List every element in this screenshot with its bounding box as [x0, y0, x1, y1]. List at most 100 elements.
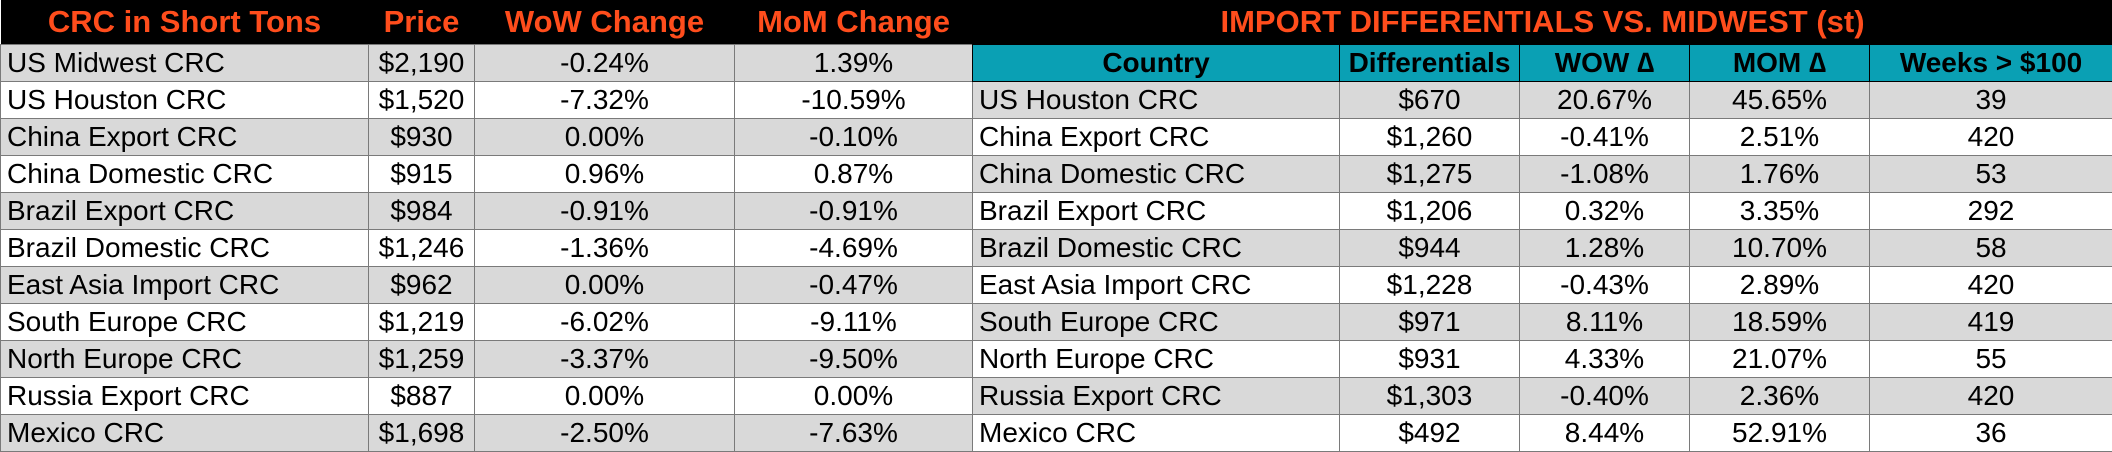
- import-differentials-title-row: IMPORT DIFFERENTIALS VS. MIDWEST (st): [973, 0, 2112, 45]
- cell-value: 1.76%: [1690, 156, 1870, 193]
- cell-value: -7.32%: [475, 82, 735, 119]
- cell-value: $1,520: [369, 82, 475, 119]
- cell-value: 0.00%: [475, 267, 735, 304]
- cell-value: -0.41%: [1520, 119, 1690, 156]
- cell-value: -9.11%: [735, 304, 973, 341]
- crc-price-table: CRC in Short Tons Price WoW Change MoM C…: [0, 0, 973, 452]
- cell-value: 0.87%: [735, 156, 973, 193]
- steel-price-tables: CRC in Short Tons Price WoW Change MoM C…: [0, 0, 2112, 440]
- cell-value: $984: [369, 193, 475, 230]
- row-label: Brazil Export CRC: [1, 193, 369, 230]
- cell-value: 1.28%: [1520, 230, 1690, 267]
- import-differentials-title: IMPORT DIFFERENTIALS VS. MIDWEST (st): [973, 0, 2112, 45]
- cell-value: 420: [1870, 267, 2112, 304]
- import-differentials-header-row: Country Differentials WOW ∆ MOM ∆ Weeks …: [973, 45, 2112, 82]
- cell-value: 0.96%: [475, 156, 735, 193]
- cell-value: 55: [1870, 341, 2112, 378]
- cell-value: -7.63%: [735, 415, 973, 452]
- cell-value: -4.69%: [735, 230, 973, 267]
- crc-price-header-row: CRC in Short Tons Price WoW Change MoM C…: [1, 0, 973, 45]
- cell-value: $1,698: [369, 415, 475, 452]
- header-mom-delta: MOM ∆: [1690, 45, 1870, 82]
- cell-value: 21.07%: [1690, 341, 1870, 378]
- row-label: Russia Export CRC: [973, 378, 1340, 415]
- import-differentials-table: IMPORT DIFFERENTIALS VS. MIDWEST (st) Co…: [972, 0, 2112, 452]
- crc-price-row: US Houston CRC$1,520-7.32%-10.59%: [1, 82, 973, 119]
- cell-value: $944: [1340, 230, 1520, 267]
- cell-value: -1.36%: [475, 230, 735, 267]
- crc-price-row: US Midwest CRC$2,190-0.24%1.39%: [1, 45, 973, 82]
- row-label: North Europe CRC: [1, 341, 369, 378]
- cell-value: $1,206: [1340, 193, 1520, 230]
- header-product: CRC in Short Tons: [1, 0, 369, 45]
- import-differential-row: Russia Export CRC$1,303-0.40%2.36%420: [973, 378, 2112, 415]
- cell-value: $1,259: [369, 341, 475, 378]
- cell-value: -9.50%: [735, 341, 973, 378]
- crc-price-row: Brazil Domestic CRC$1,246-1.36%-4.69%: [1, 230, 973, 267]
- cell-value: 0.32%: [1520, 193, 1690, 230]
- crc-price-row: Brazil Export CRC$984-0.91%-0.91%: [1, 193, 973, 230]
- header-weeks-over-100: Weeks > $100: [1870, 45, 2112, 82]
- cell-value: -10.59%: [735, 82, 973, 119]
- row-label: South Europe CRC: [1, 304, 369, 341]
- cell-value: $492: [1340, 415, 1520, 452]
- cell-value: 2.36%: [1690, 378, 1870, 415]
- cell-value: 3.35%: [1690, 193, 1870, 230]
- cell-value: 8.44%: [1520, 415, 1690, 452]
- cell-value: 4.33%: [1520, 341, 1690, 378]
- cell-value: 0.00%: [475, 378, 735, 415]
- cell-value: 36: [1870, 415, 2112, 452]
- cell-value: $887: [369, 378, 475, 415]
- cell-value: $1,219: [369, 304, 475, 341]
- row-label: South Europe CRC: [973, 304, 1340, 341]
- cell-value: 45.65%: [1690, 82, 1870, 119]
- cell-value: 20.67%: [1520, 82, 1690, 119]
- cell-value: -3.37%: [475, 341, 735, 378]
- cell-value: 419: [1870, 304, 2112, 341]
- header-differentials: Differentials: [1340, 45, 1520, 82]
- cell-value: 292: [1870, 193, 2112, 230]
- import-differential-row: China Domestic CRC$1,275-1.08%1.76%53: [973, 156, 2112, 193]
- row-label: China Export CRC: [1, 119, 369, 156]
- row-label: East Asia Import CRC: [973, 267, 1340, 304]
- cell-value: -0.10%: [735, 119, 973, 156]
- cell-value: -6.02%: [475, 304, 735, 341]
- cell-value: 58: [1870, 230, 2112, 267]
- cell-value: 0.00%: [475, 119, 735, 156]
- cell-value: $1,303: [1340, 378, 1520, 415]
- cell-value: -2.50%: [475, 415, 735, 452]
- row-label: US Houston CRC: [973, 82, 1340, 119]
- cell-value: 10.70%: [1690, 230, 1870, 267]
- cell-value: $971: [1340, 304, 1520, 341]
- cell-value: -0.24%: [475, 45, 735, 82]
- row-label: US Houston CRC: [1, 82, 369, 119]
- row-label: China Export CRC: [973, 119, 1340, 156]
- cell-value: -0.40%: [1520, 378, 1690, 415]
- header-mom-change: MoM Change: [735, 0, 973, 45]
- row-label: US Midwest CRC: [1, 45, 369, 82]
- cell-value: $1,246: [369, 230, 475, 267]
- cell-value: -0.43%: [1520, 267, 1690, 304]
- crc-price-row: North Europe CRC$1,259-3.37%-9.50%: [1, 341, 973, 378]
- row-label: Russia Export CRC: [1, 378, 369, 415]
- import-differential-row: East Asia Import CRC$1,228-0.43%2.89%420: [973, 267, 2112, 304]
- row-label: Brazil Domestic CRC: [973, 230, 1340, 267]
- cell-value: 52.91%: [1690, 415, 1870, 452]
- cell-value: 2.51%: [1690, 119, 1870, 156]
- row-label: Brazil Export CRC: [973, 193, 1340, 230]
- cell-value: 8.11%: [1520, 304, 1690, 341]
- crc-price-row: Mexico CRC$1,698-2.50%-7.63%: [1, 415, 973, 452]
- cell-value: $1,275: [1340, 156, 1520, 193]
- cell-value: 420: [1870, 378, 2112, 415]
- header-price: Price: [369, 0, 475, 45]
- row-label: Mexico CRC: [973, 415, 1340, 452]
- cell-value: $930: [369, 119, 475, 156]
